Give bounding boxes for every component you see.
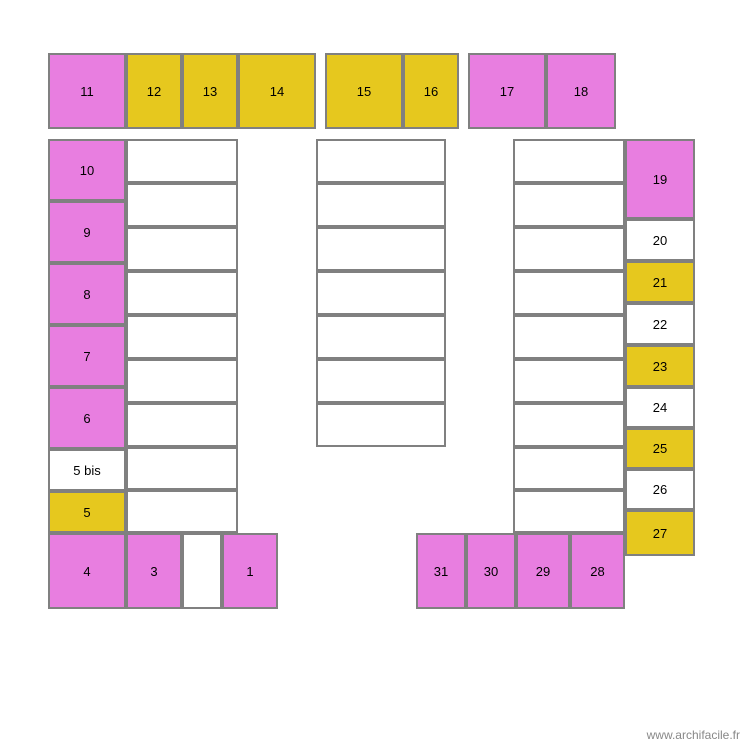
cell-l2e [316, 315, 446, 359]
cell-l3e [513, 315, 625, 359]
cell-7: 7 [48, 325, 126, 387]
cell-24: 24 [625, 387, 695, 428]
cell-20: 20 [625, 219, 695, 261]
cell-l3i [513, 490, 625, 533]
cell-l3d [513, 271, 625, 315]
cell-l3c [513, 227, 625, 271]
cell-l2c [316, 227, 446, 271]
cell-25: 25 [625, 428, 695, 469]
cell-l3f [513, 359, 625, 403]
cell-21: 21 [625, 261, 695, 303]
cell-l2f [316, 359, 446, 403]
cell-8: 8 [48, 263, 126, 325]
cell-3: 3 [126, 533, 182, 609]
cell-l1a [126, 139, 238, 183]
cell-22: 22 [625, 303, 695, 345]
cell-l3g [513, 403, 625, 447]
cell-l2d [316, 271, 446, 315]
cell-4: 4 [48, 533, 126, 609]
floor-plan: www.archifacile.fr 111213141516171810987… [0, 0, 750, 750]
cell-18: 18 [546, 53, 616, 129]
cell-28: 28 [570, 533, 625, 609]
cell-31: 31 [416, 533, 466, 609]
cell-27: 27 [625, 510, 695, 556]
cell-l3h [513, 447, 625, 490]
cell-10: 10 [48, 139, 126, 201]
cell-13: 13 [182, 53, 238, 129]
cell-1: 1 [222, 533, 278, 609]
cell-l3b [513, 183, 625, 227]
cell-12: 12 [126, 53, 182, 129]
cell-11: 11 [48, 53, 126, 129]
cell-16: 16 [403, 53, 459, 129]
cell-15: 15 [325, 53, 403, 129]
cell-l1g [126, 403, 238, 447]
cell-l1d [126, 271, 238, 315]
cell-l1f [126, 359, 238, 403]
cell-bw [182, 533, 222, 609]
cell-l1c [126, 227, 238, 271]
cell-l1b [126, 183, 238, 227]
cell-14: 14 [238, 53, 316, 129]
cell-l1e [126, 315, 238, 359]
cell-19: 19 [625, 139, 695, 219]
cell-26: 26 [625, 469, 695, 510]
cell-9: 9 [48, 201, 126, 263]
cell-l2b [316, 183, 446, 227]
watermark-text: www.archifacile.fr [647, 728, 740, 742]
cell-l1h [126, 447, 238, 490]
cell-30: 30 [466, 533, 516, 609]
cell-29: 29 [516, 533, 570, 609]
cell-l2a [316, 139, 446, 183]
cell-l2g [316, 403, 446, 447]
cell-17: 17 [468, 53, 546, 129]
cell-l3a [513, 139, 625, 183]
cell-5: 5 [48, 491, 126, 533]
cell-l1i [126, 490, 238, 533]
cell-23: 23 [625, 345, 695, 387]
cell-5 bis: 5 bis [48, 449, 126, 491]
cell-6: 6 [48, 387, 126, 449]
